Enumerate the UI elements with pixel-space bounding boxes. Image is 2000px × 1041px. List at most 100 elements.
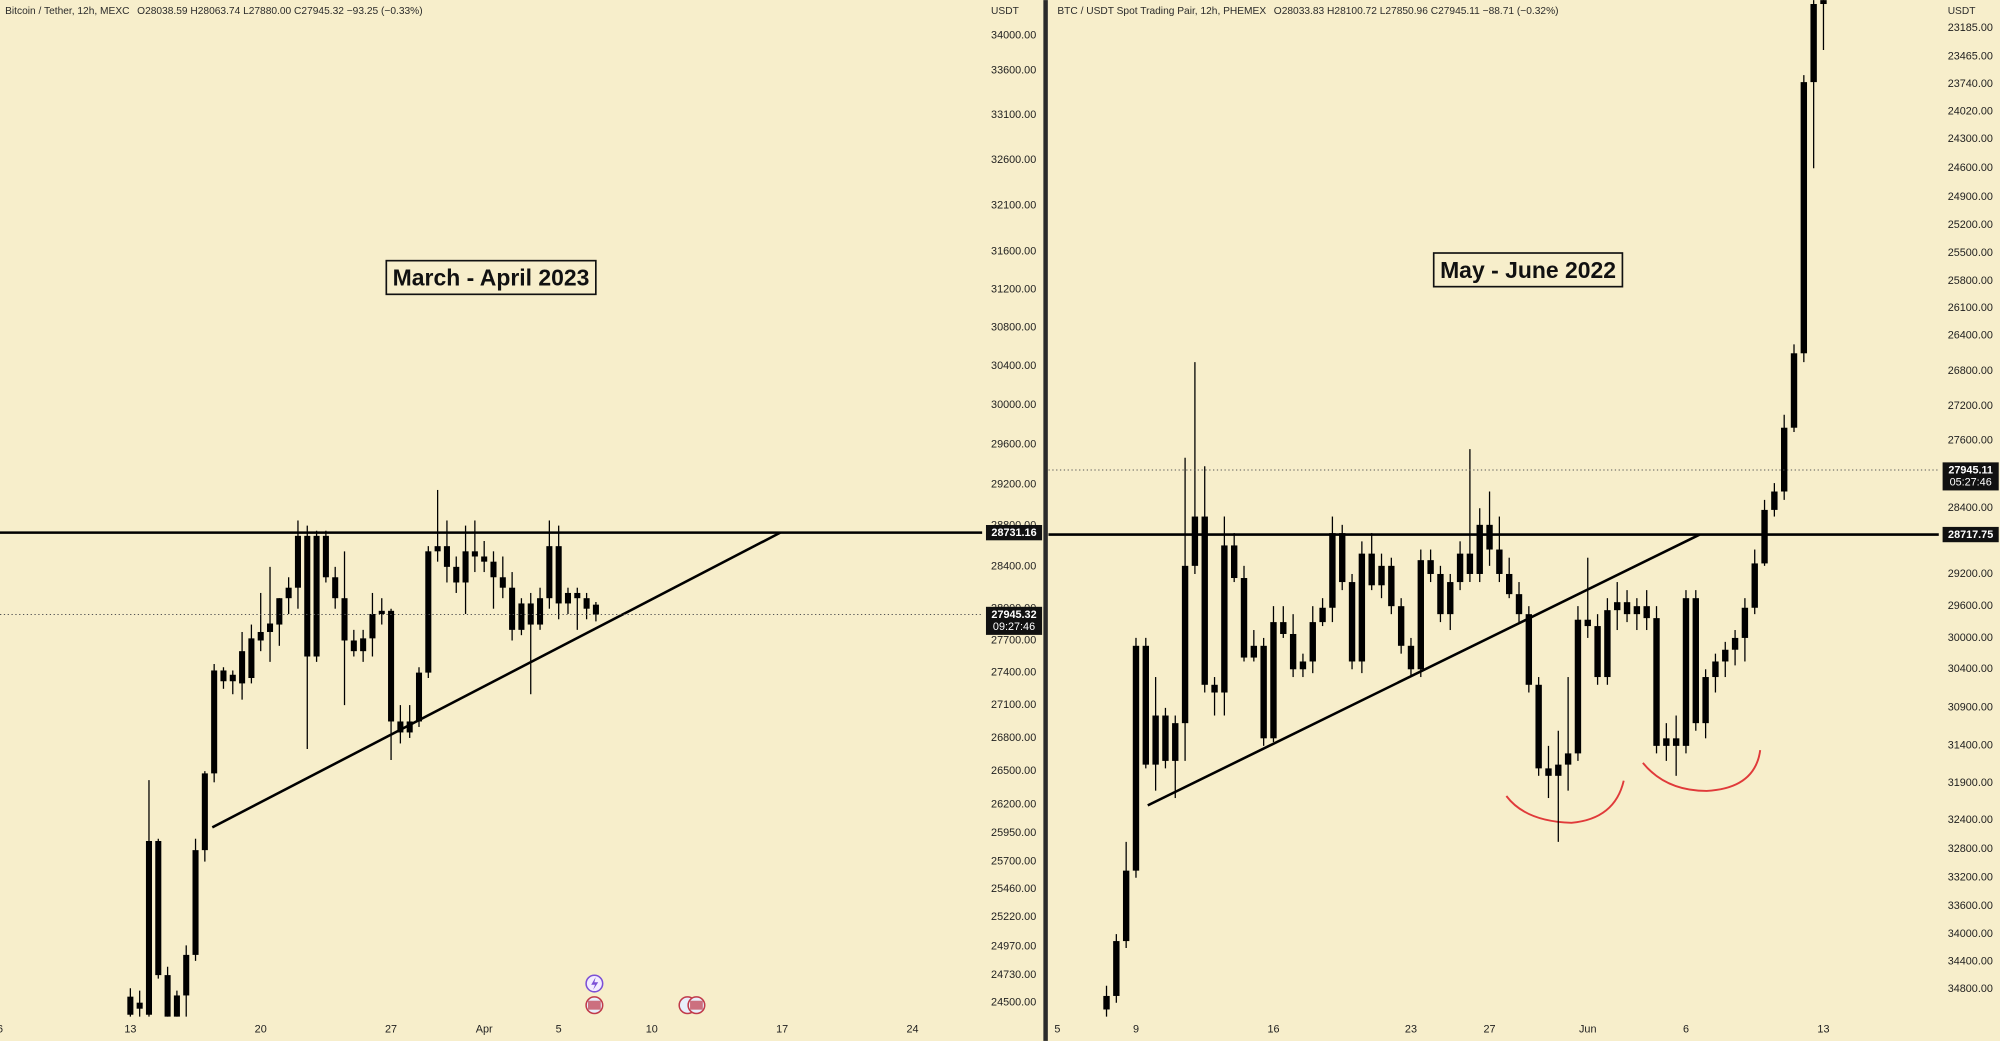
candle-body (1407, 645, 1415, 670)
candle-body (285, 587, 292, 599)
candle-body (555, 546, 562, 604)
candle-body (1594, 626, 1601, 678)
countdown-label: 05:27:46 (1950, 477, 1992, 489)
y-tick-label: 34800.00 (1948, 983, 1993, 995)
candle-body (173, 995, 180, 1017)
y-tick-label: 29600.00 (1948, 600, 1993, 612)
candle-body (1172, 723, 1179, 761)
candle-body (211, 670, 218, 774)
candle-body (145, 841, 153, 1015)
annotation: March - April 2023 (393, 264, 590, 290)
candle-body (388, 610, 395, 722)
candle-body (1339, 533, 1346, 583)
y-tick-label: 34000.00 (1948, 928, 1993, 940)
y-tick-label: 24020.00 (1948, 106, 1993, 118)
candle-body (201, 773, 208, 851)
candle-body (1240, 578, 1248, 658)
candle-body (1348, 582, 1356, 662)
y-tick-label: 26500.00 (991, 765, 1036, 777)
y-tick-label: 25200.00 (1948, 219, 1993, 231)
candle-body (1731, 637, 1739, 650)
y-tick-label: 25800.00 (1948, 275, 1993, 287)
candle-body (1191, 516, 1199, 566)
candle-body (1653, 618, 1660, 746)
event-icons (585, 974, 706, 1015)
y-tick-label: 30400.00 (991, 360, 1036, 372)
candle-body (481, 556, 488, 562)
candle-body (1103, 995, 1110, 1010)
last-price-box (985, 606, 1043, 635)
hline-price-label: 28731.16 (991, 527, 1036, 539)
y-tick-label: 26400.00 (1948, 329, 1993, 341)
candle-body (1555, 764, 1562, 776)
annotation-box (1432, 252, 1624, 288)
y-tick-label: 29200.00 (991, 479, 1036, 491)
candle-body (397, 721, 404, 733)
candle-body (1181, 565, 1189, 724)
candle-body (1466, 553, 1474, 574)
hand-drawn-curve (1505, 780, 1625, 824)
y-tick-label: 30400.00 (1948, 663, 1993, 675)
candle-body (1712, 661, 1719, 678)
candle-body (1486, 524, 1493, 550)
candle-body (229, 674, 236, 682)
y-tick-label: 26800.00 (991, 732, 1036, 744)
candle-body (443, 546, 450, 567)
candle-body (239, 651, 246, 684)
candle-body (1437, 573, 1444, 615)
y-tick-label: 26800.00 (1948, 365, 1993, 377)
y-tick-label: 31200.00 (991, 283, 1036, 295)
candle-body (1427, 560, 1434, 574)
x-tick-label: Apr (476, 1023, 493, 1035)
candle-body (332, 577, 339, 599)
y-tick-label: 24970.00 (991, 940, 1036, 952)
last-price-label: 27945.11 (1948, 465, 1993, 477)
candle-body (1722, 649, 1729, 662)
annotation-box (385, 259, 597, 296)
y-tick-label: 25950.00 (991, 827, 1036, 839)
candle-body (360, 638, 367, 652)
candle-body (1358, 553, 1366, 662)
x-tick-label: 20 (255, 1023, 267, 1035)
candle-body (425, 551, 432, 673)
candle-body (369, 613, 376, 639)
hline-price-box (985, 525, 1043, 541)
countdown-label: 09:27:46 (993, 621, 1035, 633)
candle-body (1250, 645, 1258, 658)
candle-body (406, 721, 413, 733)
candle-body (1515, 594, 1523, 615)
y-tick-label: 23465.00 (1948, 50, 1993, 62)
candle-body (1201, 516, 1208, 685)
candle-body (499, 577, 506, 588)
flag-glyph (588, 1000, 601, 1010)
y-tick-label: 33100.00 (991, 109, 1036, 121)
last-price-box (1942, 462, 1999, 491)
y-tick-label: 32800.00 (1948, 843, 1993, 855)
y-tick-label: 24600.00 (1948, 162, 1993, 174)
event-icon-glyph (591, 977, 599, 990)
candle-body (1211, 684, 1218, 693)
y-tick-label: 33600.00 (991, 65, 1036, 77)
candle-body (1672, 738, 1680, 746)
candle-body (1790, 353, 1798, 428)
candle-body (248, 638, 255, 679)
x-tick-label: 13 (1817, 1023, 1829, 1035)
y-tick-label: 24730.00 (991, 969, 1036, 981)
candle-body (1574, 619, 1582, 754)
candle-body (1692, 598, 1699, 724)
y-tick-label: 23185.00 (1948, 22, 1993, 34)
y-tick-label: 25500.00 (1948, 247, 1993, 259)
candle-body (415, 672, 423, 722)
candle-body (583, 598, 590, 609)
candle-body (313, 535, 320, 657)
candle-body (1397, 606, 1405, 646)
x-tick-label: 23 (1405, 1023, 1417, 1035)
y-tick-label: 34400.00 (1948, 956, 1993, 968)
candle-body (1162, 715, 1169, 761)
y-tick-label: 24900.00 (1948, 191, 1993, 203)
y-tick-label: 27400.00 (991, 666, 1036, 678)
plot-area (1048, 0, 1939, 1017)
candle-body (1388, 565, 1395, 607)
